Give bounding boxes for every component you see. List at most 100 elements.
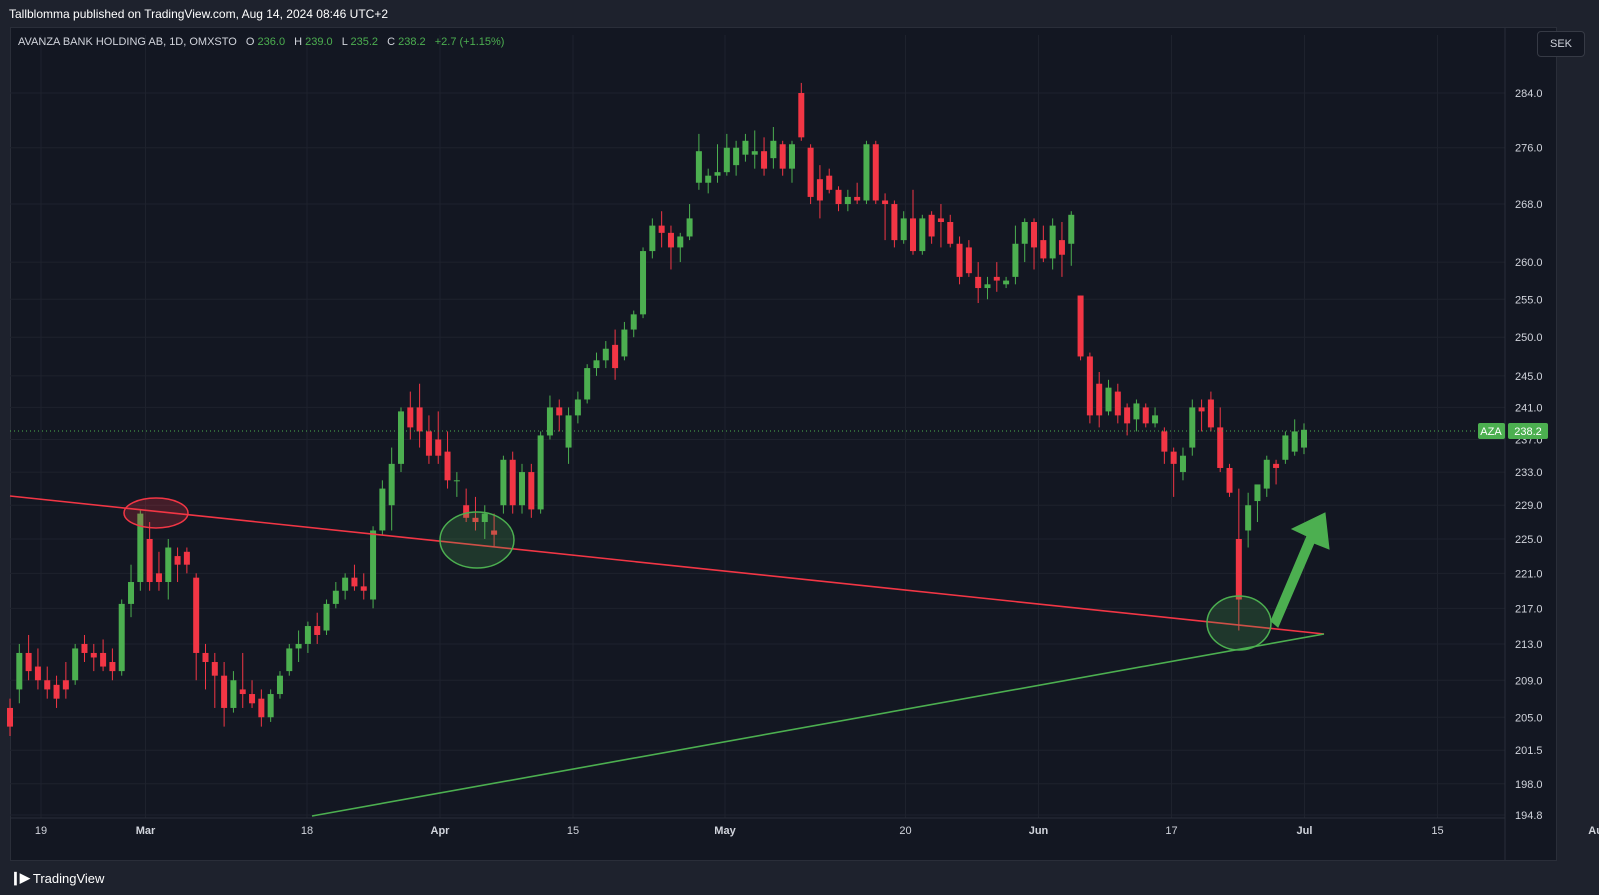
x-tick-label: 17 [1165, 825, 1177, 837]
candle-body [928, 214, 935, 237]
grid-lines [10, 35, 1599, 818]
candle-body [332, 590, 339, 604]
candle-body [1273, 463, 1280, 468]
candle-body [537, 435, 544, 510]
candle-body [1301, 429, 1307, 448]
candle-body [984, 284, 991, 289]
candle-body [993, 276, 1000, 281]
published-info: Tallblomma published on TradingView.com,… [9, 7, 389, 21]
x-tick-label: May [714, 825, 736, 837]
y-tick-label: 213.0 [1515, 639, 1543, 651]
candle-body [388, 463, 395, 506]
legend: AVANZA BANK HOLDING AB, 1D, OMXSTO O 236… [18, 36, 504, 48]
candle-body [1058, 240, 1065, 255]
candle-body [1161, 431, 1168, 452]
candle-body [1226, 467, 1233, 493]
up-arrow-icon [1270, 512, 1330, 628]
candle-body [397, 411, 404, 464]
price-tag-value: 238.2 [1514, 426, 1542, 438]
y-tick-label: 250.0 [1515, 332, 1543, 344]
y-tick-label: 194.8 [1515, 810, 1543, 822]
legend-h-label: H [294, 36, 302, 48]
candle-body [267, 694, 274, 718]
candle-body [1012, 243, 1019, 277]
candle-body [407, 407, 414, 428]
tradingview-brand[interactable]: ❙▶ TradingView [10, 870, 104, 886]
candle-body [630, 314, 637, 330]
candle-body [323, 603, 330, 631]
candle-body [900, 218, 907, 241]
candle-body [1068, 214, 1075, 244]
candle-body [965, 247, 972, 274]
support-trendline [311, 633, 1325, 817]
time-axis[interactable]: 19Mar18Apr15May20Jun17Jul15Aug19Sep [10, 817, 1599, 837]
candle-body [221, 675, 228, 708]
currency-button[interactable]: SEK [1537, 31, 1585, 57]
candle-body [621, 329, 628, 357]
candle-body [593, 360, 600, 369]
candle-body [435, 439, 442, 456]
candle-body [714, 172, 721, 176]
y-tick-label: 255.0 [1515, 294, 1543, 306]
candle-body [379, 488, 386, 531]
legend-l-label: L [342, 36, 348, 48]
candle-body [62, 680, 69, 690]
x-tick-label: 15 [1431, 825, 1443, 837]
candle-body [1291, 431, 1298, 452]
candle-body [81, 643, 88, 653]
candle-body [1198, 407, 1205, 412]
candle-body [491, 530, 498, 535]
candle-body [947, 222, 954, 244]
candle-body [882, 200, 889, 205]
candle-body [816, 179, 823, 201]
candle-body [1189, 407, 1196, 448]
candle-body [230, 680, 237, 708]
legend-o-label: O [246, 36, 255, 48]
candle-body [975, 276, 982, 289]
candle-body [1049, 225, 1056, 259]
candle-body [1254, 484, 1261, 502]
candle-body [891, 204, 898, 241]
candle-body [44, 680, 51, 690]
x-tick-label: Mar [136, 825, 156, 837]
candle-body [1133, 403, 1140, 420]
candle-body [546, 407, 553, 436]
candle-body [1263, 459, 1270, 489]
candle-body [100, 652, 107, 667]
candle-body [34, 666, 41, 681]
candle-body [910, 218, 917, 252]
candle-body [416, 407, 423, 432]
candle-body [25, 652, 32, 672]
svg-text:AVANZA BANK HOLDING AB, 1D, OM: AVANZA BANK HOLDING AB, 1D, OMXSTO O 236… [18, 36, 504, 48]
candle-body [481, 513, 488, 523]
candle-body [155, 573, 162, 583]
candle-body [137, 513, 144, 583]
legend-o-value: 236.0 [258, 36, 286, 48]
last-price-tag: AZA 238.2 [1478, 423, 1548, 439]
candle-body [304, 626, 311, 644]
legend-change: +2.7 (+1.15%) [435, 36, 505, 48]
candle-body [425, 431, 432, 456]
candle-body [788, 144, 795, 169]
y-tick-label: 217.0 [1515, 603, 1543, 615]
y-tick-label: 201.5 [1515, 745, 1543, 757]
candle-body [574, 399, 581, 416]
legend-c-label: C [387, 36, 395, 48]
candle-body [723, 147, 730, 173]
candle-body [742, 140, 749, 155]
candle-body [370, 530, 377, 600]
candle-body [1077, 295, 1084, 357]
candle-body [500, 459, 507, 506]
candle-body [53, 684, 60, 699]
y-tick-label: 260.0 [1515, 257, 1543, 269]
candle-body [258, 698, 265, 718]
candle-body [1170, 451, 1177, 464]
candle-body [193, 577, 200, 653]
legend-h-value: 239.0 [305, 36, 333, 48]
x-tick-label: Aug [1588, 825, 1599, 837]
y-tick-label: 209.0 [1515, 675, 1543, 687]
candle-body [90, 652, 97, 658]
candle-body [956, 243, 963, 277]
price-axis[interactable]: 284.0 276.0 268.0 260.0 255.0 250.0 245.0 241.0… [1504, 27, 1543, 861]
